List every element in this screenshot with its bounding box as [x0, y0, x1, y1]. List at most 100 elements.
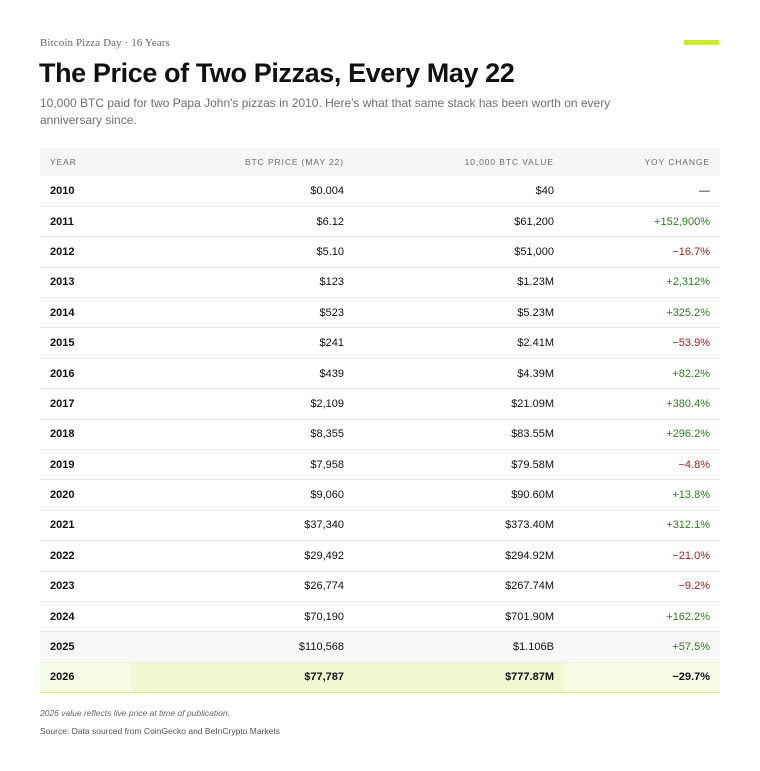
cell-yoy-change: +296.2% [666, 428, 710, 441]
column-header-btc-value: 10,000 BTC VALUE [464, 157, 554, 167]
cell-btc-price: $8,355 [310, 428, 344, 441]
cell-year: 2014 [50, 306, 75, 319]
cell-yoy-change: +162.2% [666, 610, 710, 623]
table-header-row: YEAR BTC PRICE (MAY 22) 10,000 BTC VALUE… [40, 148, 720, 176]
cell-btc-price: $5.10 [316, 245, 344, 258]
cell-btc-price: $9,060 [310, 489, 344, 502]
column-header-btc-price: BTC PRICE (MAY 22) [244, 157, 344, 167]
column-header-yoy-change: YOY CHANGE [644, 157, 710, 167]
page-title: The Price of Two Pizzas, Every May 22 [39, 58, 515, 88]
cell-btc-value: $21.09M [511, 397, 554, 410]
table-body: 2010 $0.004 $40—2011 $6.12 $61,200 +152,900% 2… [40, 176, 720, 693]
cell-yoy-change: −53.9% [672, 337, 710, 350]
cell-btc-price: $2,109 [310, 397, 344, 410]
table-row: 2025 $110,568 $1.106B +57.5% [40, 631, 720, 663]
cell-year: 2015 [50, 337, 75, 350]
cell-yoy-change: — [699, 184, 710, 197]
cell-btc-value: $1.23M [517, 276, 554, 289]
cell-year: 2023 [50, 580, 75, 593]
cell-year: 2022 [50, 549, 75, 562]
cell-year: 2026 [40, 662, 131, 693]
table-row: 2012 $5.10 $51,000 −16.7% [40, 237, 720, 268]
cell-year: 2013 [50, 276, 75, 289]
cell-btc-value: $373.40M [505, 519, 554, 532]
cell-btc-value: $5.23M [517, 306, 554, 319]
cell-btc-price: $439 [319, 367, 344, 380]
cell-btc-value: $61,200 [514, 215, 554, 228]
table-row: 2010 $0.004 $40 — [40, 176, 720, 207]
cell-btc-price: $37,340 [304, 519, 344, 532]
cell-btc-price: $110,568 [298, 641, 344, 654]
table-row: 2026 $77,787 $777.87M −29.7% [40, 662, 720, 693]
cell-btc-value: $83.55M [511, 428, 554, 441]
cell-btc-price: $241 [319, 337, 344, 350]
cell-yoy-change: +380.4% [666, 397, 710, 410]
cell-year: 2021 [50, 519, 75, 532]
cell-yoy-change: +57.5% [672, 641, 710, 654]
table-header: YEAR BTC PRICE (MAY 22) 10,000 BTC VALUE… [40, 148, 720, 176]
accent-bar [684, 40, 719, 45]
table-row: 2020 $9,060 $90.60M +13.8% [40, 480, 720, 511]
cell-btc-value: $2.41M [517, 337, 554, 350]
table-row: 2014 $523 $5.23M +325.2% [40, 298, 720, 328]
table-row: 2023 $26,774 $267.74M −9.2% [40, 571, 720, 602]
table-row: 2019 $7,958 $79.58M −4.8% [40, 450, 720, 480]
cell-btc-value: $51,000 [514, 245, 554, 258]
table-row: 2011 $6.12 $61,200 +152,900% [40, 206, 720, 237]
cell-btc-value: $777.87M [354, 662, 564, 693]
price-table-container: YEAR BTC PRICE (MAY 22) 10,000 BTC VALUE… [40, 148, 720, 693]
cell-yoy-change: +152,900% [654, 215, 710, 228]
cell-year: 2025 [50, 641, 75, 654]
cell-btc-value: $267.74M [505, 580, 554, 593]
cell-btc-price: $26,774 [304, 580, 344, 593]
cell-btc-value: $1.106B [513, 641, 554, 654]
cell-year: 2011 [50, 215, 74, 228]
cell-btc-value: $40 [535, 184, 554, 197]
table-row: 2021 $37,340 $373.40M +312.1% [40, 510, 720, 541]
table-row: 2015 $241 $2.41M −53.9% [40, 328, 720, 359]
cell-btc-price: $523 [319, 306, 344, 319]
kicker: Bitcoin Pizza Day · 16 Years [40, 37, 170, 49]
cell-yoy-change: −16.7% [672, 245, 710, 258]
cell-year: 2019 [50, 458, 75, 471]
table-row: 2016 $439 $4.39M +82.2% [40, 358, 720, 389]
cell-year: 2017 [50, 397, 75, 410]
cell-btc-value: $4.39M [517, 367, 554, 380]
cell-year: 2010 [50, 184, 75, 197]
cell-btc-value: $701.90M [505, 610, 554, 623]
cell-btc-price: $29,492 [304, 549, 344, 562]
cell-yoy-change: +325.2% [666, 306, 710, 319]
source-note: Source: Data sourced from CoinGecko and … [40, 726, 280, 736]
page-subtitle: 10,000 BTC paid for two Papa John's pizz… [40, 96, 611, 127]
cell-yoy-change: −9.2% [678, 580, 711, 593]
table-row: 2017 $2,109 $21.09M +380.4% [40, 389, 720, 420]
cell-year: 2020 [50, 489, 75, 502]
cell-btc-price: $77,787 [131, 662, 354, 693]
cell-yoy-change: +82.2% [672, 367, 710, 380]
cell-btc-price: $6.12 [316, 215, 344, 228]
cell-btc-value: $294.92M [505, 549, 554, 562]
cell-btc-price: $123 [319, 276, 344, 289]
cell-btc-price: $70,190 [304, 610, 344, 623]
footnote: 2026 value reflects live price at time o… [40, 708, 230, 718]
table-row: 2022 $29,492 $294.92M −21.0% [40, 541, 720, 572]
price-table: YEAR BTC PRICE (MAY 22) 10,000 BTC VALUE… [40, 148, 720, 693]
cell-year: 2024 [50, 610, 75, 623]
cell-yoy-change: −4.8% [678, 458, 711, 471]
table-row: 2013 $123 $1.23M +2,312% [40, 267, 720, 298]
cell-year: 2016 [50, 367, 75, 380]
cell-yoy-change: +2,312% [666, 276, 710, 289]
table-row: 2018 $8,355 $83.55M +296.2% [40, 419, 720, 450]
table-row: 2024 $70,190 $701.90M +162.2% [40, 601, 720, 632]
cell-btc-price: $7,958 [310, 458, 344, 471]
cell-btc-value: $79.58M [511, 458, 554, 471]
cell-btc-value: $90.60M [511, 489, 554, 502]
cell-yoy-change: −21.0% [672, 549, 710, 562]
cell-btc-price: $0.004 [310, 184, 344, 197]
column-header-year: YEAR [50, 157, 77, 167]
cell-year: 2012 [50, 245, 75, 258]
cell-yoy-change: −29.7% [564, 662, 720, 693]
cell-year: 2018 [50, 428, 75, 441]
cell-yoy-change: +13.8% [672, 489, 710, 502]
cell-yoy-change: +312.1% [666, 519, 710, 532]
